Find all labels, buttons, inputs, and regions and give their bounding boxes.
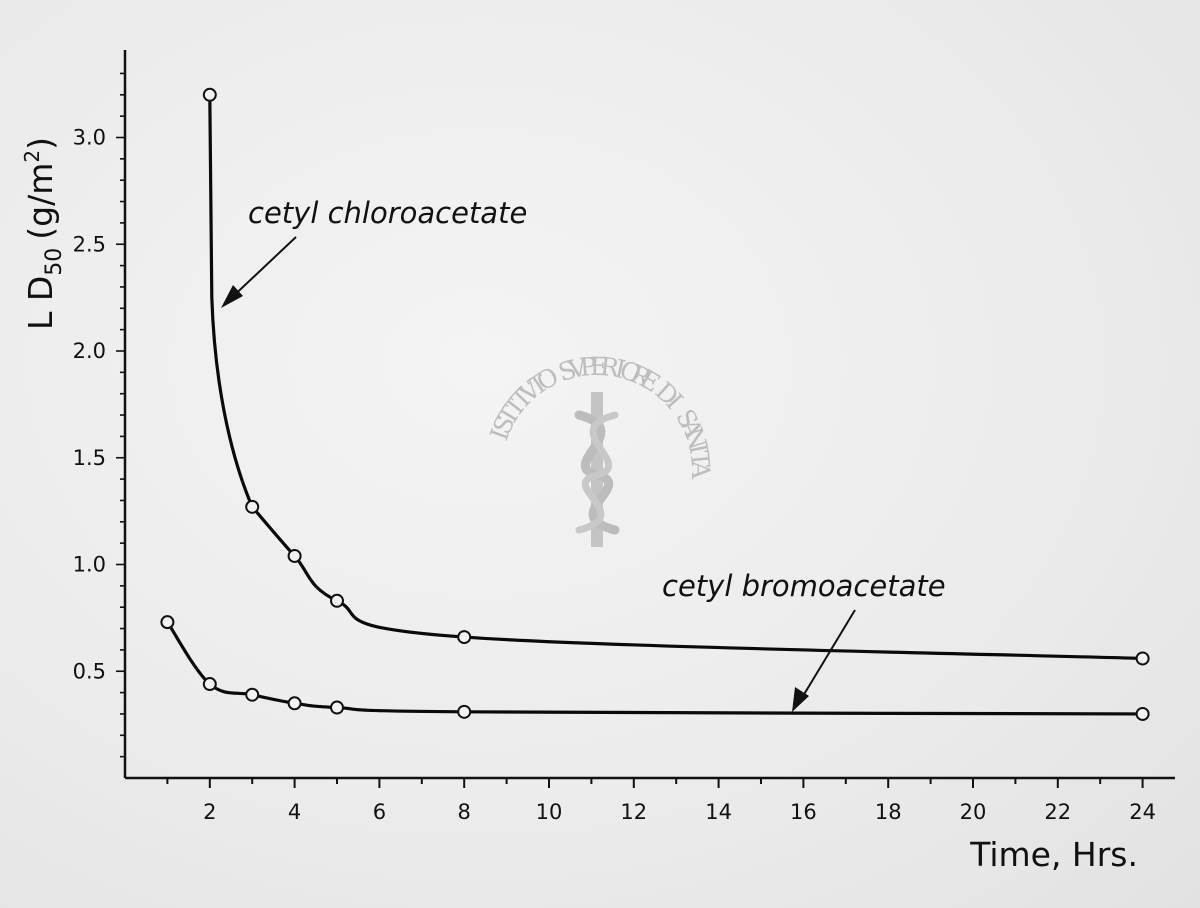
data-point: [1135, 651, 1150, 666]
chloroacetate-arrow: [221, 236, 297, 308]
y-tick-label: 0.5: [73, 659, 106, 683]
series-line: [165, 620, 1145, 716]
data-point: [330, 700, 344, 715]
watermark-letter: R: [599, 352, 622, 383]
x-tick-label: 20: [960, 800, 987, 824]
watermark-serpent: [575, 411, 619, 534]
series-label-bromoacetate: cetyl bromoacetate: [662, 569, 946, 603]
data-point: [1135, 706, 1150, 721]
svg-text:L D50(g/m2): L D50 (g/m2): [20, 137, 67, 330]
data-point: [457, 704, 472, 719]
x-tick-label: 6: [373, 800, 386, 824]
data-point: [287, 548, 302, 563]
watermark-letter: T: [685, 450, 716, 470]
x-tick-label: 10: [536, 800, 563, 824]
x-tick-label: 16: [790, 800, 817, 824]
series-line: [208, 93, 1145, 661]
y-tick-label: 3.0: [73, 126, 106, 150]
series-label-chloroacetate: cetyl chloroacetate: [248, 196, 527, 230]
y-title-unit: (g/m: [21, 163, 60, 240]
x-tick-label: 4: [288, 800, 301, 824]
watermark-letter: A: [686, 460, 715, 480]
y-tick-label: 1.0: [73, 553, 106, 577]
data-point: [287, 696, 302, 711]
data-point: [160, 615, 175, 630]
data-point: [245, 687, 260, 702]
y-title-sub: 50: [42, 248, 67, 276]
watermark-letter: E: [590, 352, 609, 381]
series-layer: [160, 87, 1150, 721]
watermark-letter: P: [579, 352, 598, 382]
series-chloroacetate: [202, 87, 1150, 666]
y-tick-label: 2.5: [73, 232, 106, 256]
data-point: [202, 677, 217, 692]
y-tick-label: 2.0: [73, 339, 106, 363]
x-axis-title: Time, Hrs.: [969, 835, 1138, 874]
data-point: [202, 87, 217, 102]
y-title-main: L D: [21, 276, 60, 330]
x-tick-label: 14: [705, 800, 732, 824]
x-tick-label: 12: [620, 800, 647, 824]
x-tick-label: 18: [875, 800, 902, 824]
y-tick-label: 1.5: [73, 446, 106, 470]
data-point: [245, 499, 260, 514]
data-point: [330, 593, 344, 608]
data-point: [457, 630, 472, 645]
x-tick-label: 22: [1044, 800, 1071, 824]
x-ticks: 2 4 6 8 10 12 14 16 18 20 22 24: [166, 778, 1156, 824]
bromoacetate-arrow: [792, 609, 856, 712]
y-ticks: 0.5 1.0 1.5 2.0 2.5 3.0: [73, 72, 125, 758]
y-axis-title: L D50 (g/m2): [20, 137, 67, 330]
y-title-sup: 2: [20, 150, 44, 163]
x-tick-label: 24: [1129, 800, 1156, 824]
y-title-close: ): [21, 137, 60, 150]
x-tick-label: 8: [458, 800, 471, 824]
series-bromoacetate: [160, 615, 1150, 721]
x-tick-label: 2: [203, 800, 216, 824]
